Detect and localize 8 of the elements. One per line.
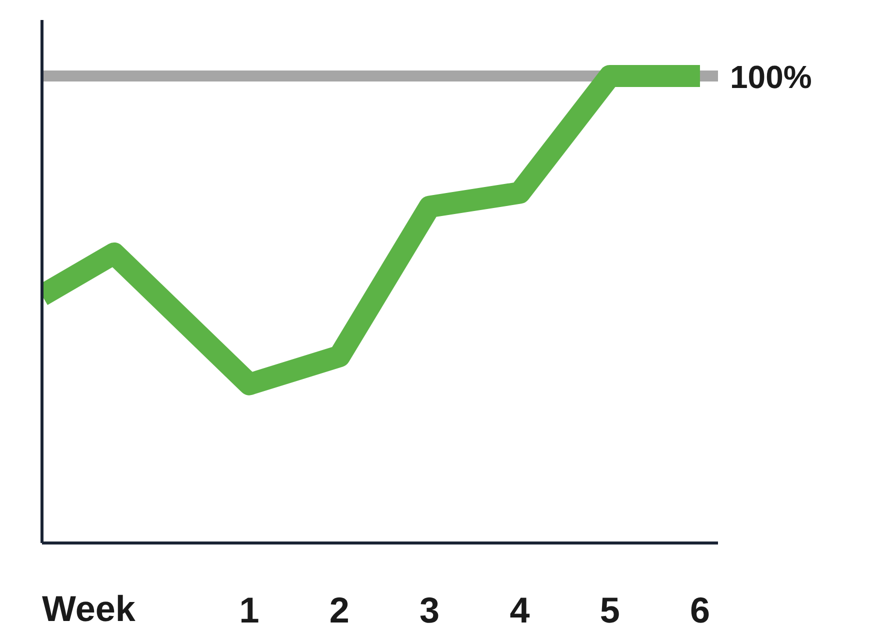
x-tick-label: 4	[510, 590, 530, 631]
x-axis-title: Week	[42, 588, 136, 629]
x-tick-label: 3	[420, 590, 440, 631]
x-tick-label: 1	[239, 590, 260, 631]
x-tick-label: 2	[329, 590, 350, 631]
x-tick-label: 5	[600, 590, 620, 631]
ref-line-label: 100%	[730, 59, 812, 96]
x-tick-label: 6	[690, 590, 710, 631]
